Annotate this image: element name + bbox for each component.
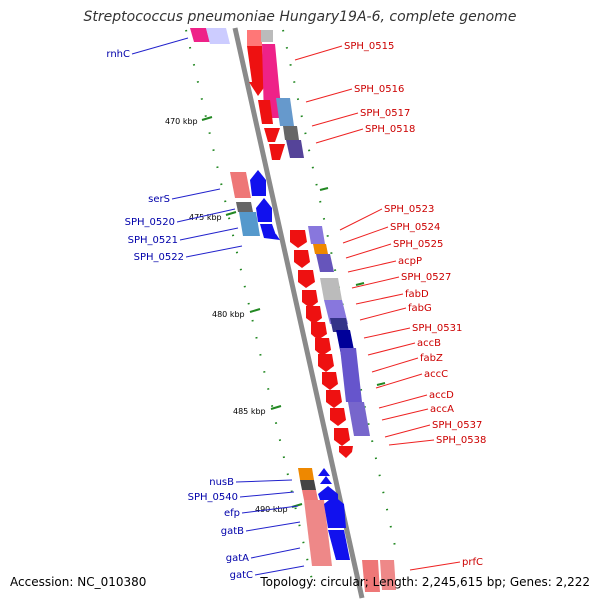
gene-label-sph0515: SPH_0515 xyxy=(344,41,394,52)
reverse-genes xyxy=(190,28,350,566)
genome-title: Streptococcus pneumoniae Hungary19A-6, c… xyxy=(83,9,517,25)
right-labels: SPH_0515 SPH_0516 SPH_0517 SPH_0518 SPH_… xyxy=(344,41,486,568)
right-leader-lines xyxy=(294,45,461,571)
gene-label-fabd: fabD xyxy=(405,289,429,300)
gene-label-sph0524: SPH_0524 xyxy=(390,222,440,233)
left-labels: rnhC serS SPH_0520 SPH_0521 SPH_0522 nus… xyxy=(106,49,253,581)
gene-label-fabg: fabG xyxy=(408,303,432,314)
gene-label-sph0516: SPH_0516 xyxy=(354,84,404,95)
gene-label-gata: gatA xyxy=(226,553,249,564)
ruler-label-475: 475 kbp xyxy=(189,213,222,222)
gene-label-accb: accB xyxy=(417,338,441,349)
gene-label-fabz: fabZ xyxy=(420,353,443,364)
gene-label-sph0521: SPH_0521 xyxy=(128,235,178,246)
gene-label-sph0522: SPH_0522 xyxy=(134,252,184,263)
gene-label-rnhc: rnhC xyxy=(106,49,130,60)
genome-summary: Topology: circular; Length: 2,245,615 bp… xyxy=(260,575,590,589)
ruler-label-485: 485 kbp xyxy=(233,407,266,416)
gene-label-sph0531: SPH_0531 xyxy=(412,323,462,334)
gene-label-sph0527: SPH_0527 xyxy=(401,272,451,283)
gene-label-efp: efp xyxy=(224,508,240,519)
gene-label-accd: accD xyxy=(429,390,454,401)
gene-label-prfc: prfC xyxy=(462,557,483,568)
accession-label: Accession: NC_010380 xyxy=(10,575,147,589)
gene-label-sph0523: SPH_0523 xyxy=(384,204,434,215)
gene-label-sph0540: SPH_0540 xyxy=(188,492,238,503)
gene-label-accc: accC xyxy=(424,369,448,380)
gene-label-nusb: nusB xyxy=(209,477,234,488)
ruler-label-480: 480 kbp xyxy=(212,310,245,319)
gene-label-sph0538: SPH_0538 xyxy=(436,435,486,446)
gene-label-gatc: gatC xyxy=(230,570,253,581)
gene-label-acpp: acpP xyxy=(398,256,422,267)
gene-label-sph0525: SPH_0525 xyxy=(393,239,443,250)
gene-label-sph0537: SPH_0537 xyxy=(432,420,482,431)
ruler-label-470: 470 kbp xyxy=(165,117,198,126)
left-leader-lines xyxy=(131,37,305,576)
gene-label-sph0518: SPH_0518 xyxy=(365,124,415,135)
gene-label-sers: serS xyxy=(148,194,170,205)
gene-label-gatb: gatB xyxy=(221,526,244,537)
gene-label-sph0517: SPH_0517 xyxy=(360,108,410,119)
gene-label-acca: accA xyxy=(430,404,454,415)
forward-genes xyxy=(247,30,396,592)
gene-label-sph0520: SPH_0520 xyxy=(125,217,175,228)
